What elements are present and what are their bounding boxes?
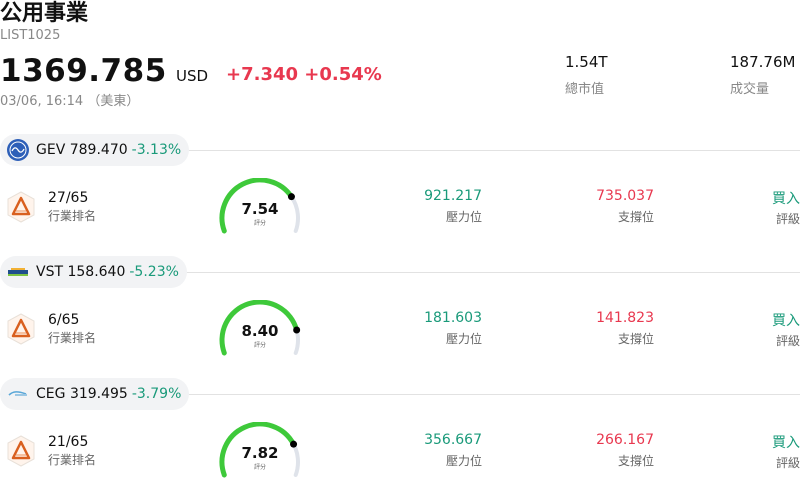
index-code: LIST1025 bbox=[0, 28, 61, 43]
stock-chip[interactable]: GEV 789.470 -3.13% bbox=[0, 134, 190, 166]
resistance-value: 921.217 bbox=[424, 188, 482, 204]
rank-value: 27/65 bbox=[48, 190, 89, 206]
rank-hexagon-icon bbox=[7, 313, 35, 345]
rating-value: 買入 bbox=[772, 435, 800, 451]
rating-label: 評級 bbox=[775, 212, 800, 226]
gauge-fill bbox=[219, 300, 300, 356]
gauge-indicator-dot bbox=[293, 326, 301, 334]
rank-value: 21/65 bbox=[48, 434, 89, 450]
rank-hexagon-icon bbox=[7, 191, 35, 223]
page-title: 公用事業 bbox=[0, 1, 89, 26]
stock-change: -3.79% bbox=[131, 386, 182, 402]
score-value: 8.40 bbox=[241, 322, 279, 340]
stock-change: -5.23% bbox=[129, 264, 179, 280]
resistance-value: 356.667 bbox=[424, 432, 482, 448]
stock-section-ceg: CEG 319.495 -3.79% 21/65 行業排名 7.82 評分 356… bbox=[0, 378, 800, 488]
currency-label: USD bbox=[176, 67, 209, 85]
stock-chip[interactable]: VST 158.640 -5.23% bbox=[0, 256, 187, 288]
resistance-label: 壓力位 bbox=[445, 210, 482, 224]
gauge-fill bbox=[219, 178, 294, 234]
vistra-logo-icon bbox=[6, 260, 30, 284]
score-gauge bbox=[219, 300, 301, 356]
support-label: 支撐位 bbox=[617, 332, 654, 346]
support-value: 266.167 bbox=[596, 432, 654, 448]
gauge-indicator-dot bbox=[290, 440, 298, 448]
stock-ticker: VST bbox=[36, 264, 64, 280]
score-label: 評分 bbox=[253, 220, 266, 227]
stock-ticker: GEV bbox=[36, 142, 66, 158]
score-value: 7.54 bbox=[241, 200, 279, 218]
score-gauge bbox=[219, 422, 300, 478]
score-value: 7.82 bbox=[241, 444, 279, 462]
support-label: 支撐位 bbox=[617, 210, 654, 224]
stock-section-vst: VST 158.640 -5.23% 6/65 行業排名 8.40 評分 181.… bbox=[0, 256, 800, 378]
stock-price: 319.495 bbox=[69, 386, 128, 402]
support-value: 735.037 bbox=[596, 188, 654, 204]
stock-price: 789.470 bbox=[69, 142, 128, 158]
rank-label: 行業排名 bbox=[48, 453, 97, 467]
market-cap-label: 總市值 bbox=[565, 82, 605, 97]
gauge-indicator-dot bbox=[287, 193, 295, 201]
rating-label: 評級 bbox=[775, 334, 800, 348]
gauge-fill bbox=[219, 422, 297, 478]
constellation-logo-icon bbox=[6, 382, 30, 406]
support-value: 141.823 bbox=[596, 310, 654, 326]
volume-value: 187.76M bbox=[730, 53, 796, 71]
stock-section-gev: GEV 789.470 -3.13% 27/65 行業排名 7.54 評分 921… bbox=[0, 134, 800, 256]
stock-change: -3.13% bbox=[131, 142, 182, 158]
price-change: +7.340 +0.54% bbox=[226, 64, 382, 85]
timestamp: 03/06, 16:14 （美東） bbox=[0, 94, 140, 109]
divider bbox=[0, 272, 800, 273]
ge-globe-icon bbox=[6, 138, 30, 162]
resistance-label: 壓力位 bbox=[445, 332, 482, 346]
index-price: 1369.785 bbox=[0, 53, 167, 89]
rating-value: 買入 bbox=[772, 313, 800, 329]
stock-ticker: CEG bbox=[36, 386, 66, 402]
stock-price: 158.640 bbox=[67, 264, 126, 280]
rating-label: 評級 bbox=[775, 456, 800, 470]
rank-label: 行業排名 bbox=[48, 331, 97, 345]
score-label: 評分 bbox=[253, 342, 266, 349]
score-gauge bbox=[219, 178, 300, 234]
volume-label: 成交量 bbox=[730, 82, 770, 97]
score-label: 評分 bbox=[253, 464, 266, 471]
resistance-value: 181.603 bbox=[424, 310, 482, 326]
support-label: 支撐位 bbox=[617, 454, 654, 468]
rank-label: 行業排名 bbox=[48, 209, 97, 223]
market-cap-value: 1.54T bbox=[565, 53, 608, 71]
stock-chip[interactable]: CEG 319.495 -3.79% bbox=[0, 378, 190, 410]
divider bbox=[0, 150, 800, 151]
rank-value: 6/65 bbox=[48, 312, 80, 328]
divider bbox=[0, 394, 800, 395]
resistance-label: 壓力位 bbox=[445, 454, 482, 468]
rank-hexagon-icon bbox=[7, 435, 35, 467]
rating-value: 買入 bbox=[772, 191, 800, 207]
